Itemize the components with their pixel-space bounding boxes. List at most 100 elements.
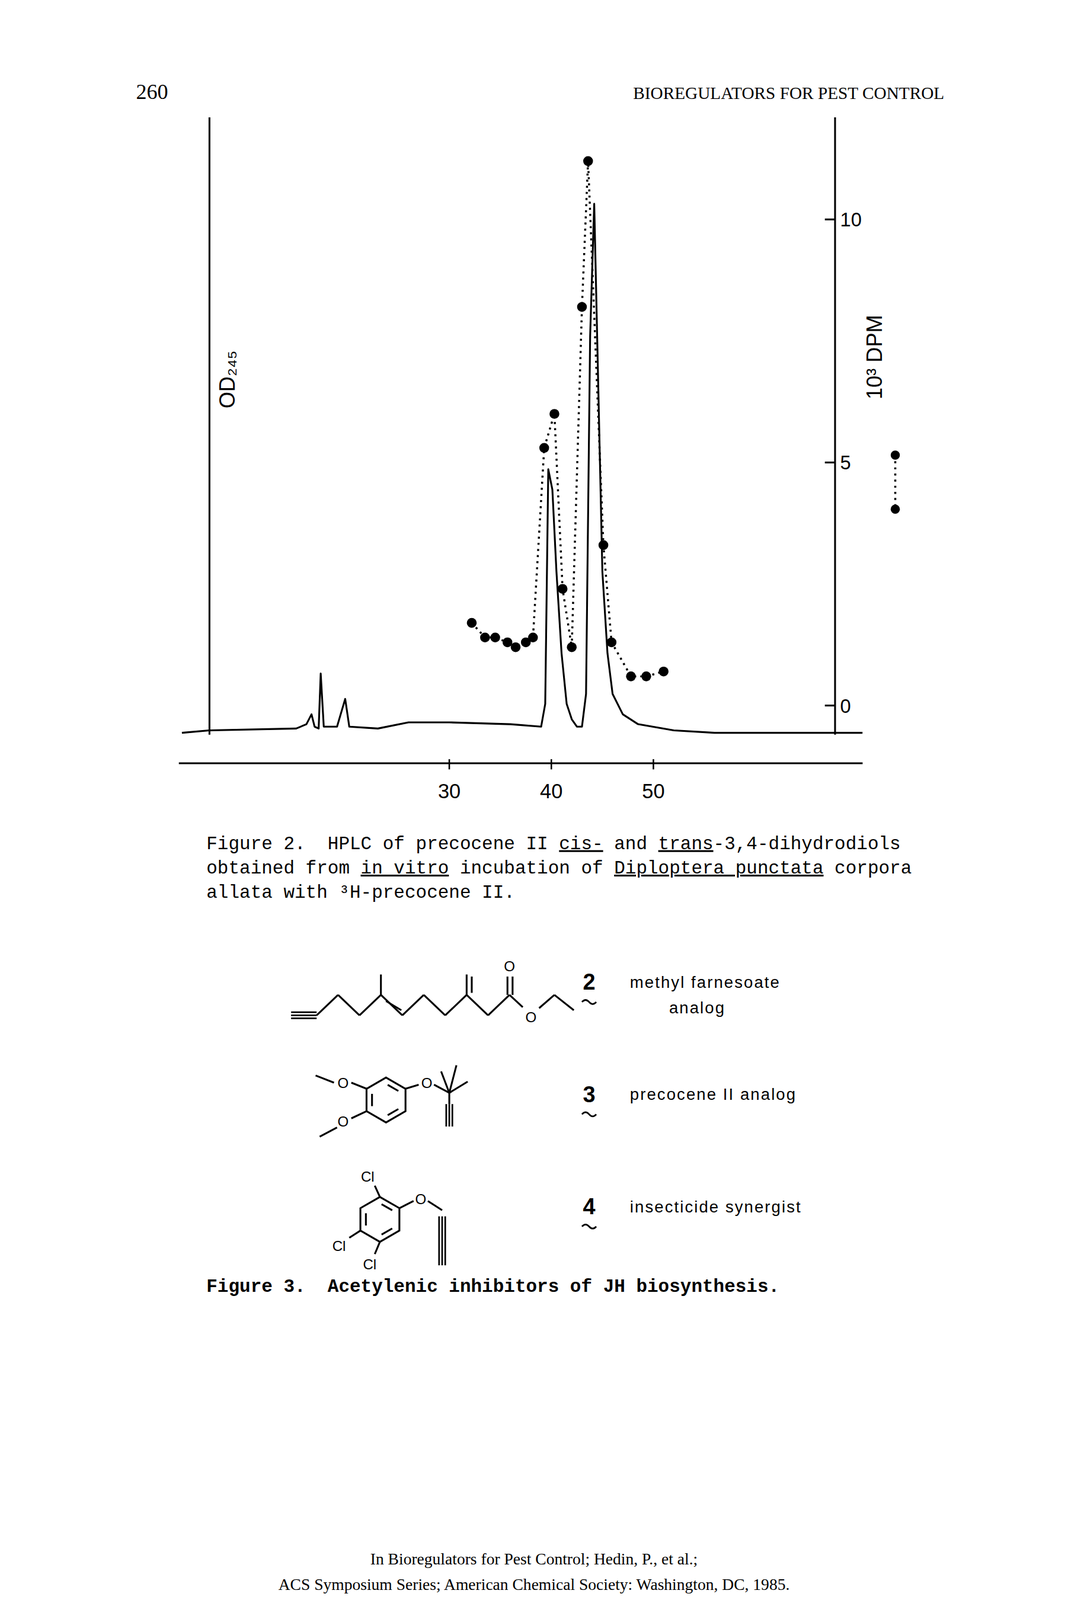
triple-bond — [291, 1014, 317, 1017]
series-key-dot — [890, 450, 900, 460]
atom-label: O — [414, 1191, 427, 1208]
triple-bond — [451, 1104, 454, 1127]
caption-text: Figure 2. HPLC of precocene II — [206, 833, 559, 855]
y2-axis-label: 10³ DPM — [862, 314, 887, 400]
y2-tick — [825, 461, 836, 464]
triple-bond — [291, 1011, 317, 1014]
compound-name: insecticide synergist — [630, 1197, 802, 1217]
series-key-line — [894, 455, 897, 510]
y2-axis — [833, 117, 836, 735]
bond — [337, 995, 360, 1016]
bond — [349, 1230, 361, 1239]
caption-line: obtained from in vitro incubation of Dip… — [206, 858, 912, 879]
triple-bond — [445, 1104, 448, 1127]
caption-text: cis- — [558, 833, 603, 855]
bond — [423, 995, 446, 1016]
data-point — [598, 540, 609, 551]
compound-name: analog — [669, 998, 726, 1018]
page-number: 260 — [135, 80, 168, 104]
bond — [506, 976, 509, 996]
bond — [359, 995, 382, 1016]
caption-text: -3,4-dihydrodiols — [713, 833, 901, 855]
bond — [379, 974, 382, 995]
data-point — [539, 443, 550, 454]
bond — [316, 995, 338, 1016]
structures: OOOOOClClClO2methyl farnesoateanalog3pre… — [291, 958, 802, 1273]
data-point — [480, 632, 491, 643]
footer-line: ACS Symposium Series; American Chemical … — [278, 1575, 791, 1594]
triple-bond — [448, 1104, 451, 1127]
bond — [488, 995, 510, 1016]
data-point — [557, 583, 568, 594]
compound-number: 2 — [582, 969, 596, 995]
data-point — [641, 671, 652, 682]
data-point — [577, 302, 588, 313]
bold-mark — [582, 1000, 597, 1005]
benzene-ring — [366, 1077, 406, 1123]
data-point — [549, 408, 560, 420]
double-bond — [511, 976, 514, 996]
x-tick-label: 50 — [641, 779, 665, 803]
data-point — [528, 632, 539, 643]
y2-tick-label: 5 — [840, 451, 852, 474]
double-bond — [385, 1001, 402, 1010]
bond — [448, 1092, 451, 1105]
data-point — [490, 632, 501, 643]
bond — [427, 1201, 443, 1211]
atom-label: Cl — [332, 1238, 347, 1255]
compound-number: 3 — [582, 1082, 596, 1108]
double-bond — [387, 1109, 399, 1116]
atom-label: Cl — [362, 1256, 377, 1273]
bond — [449, 1081, 468, 1093]
caption-text: trans — [658, 833, 714, 855]
caption-text: obtained from — [206, 858, 361, 879]
data-point — [510, 642, 521, 653]
data-point — [606, 637, 617, 648]
footer-line: In Bioregulators for Pest Control; Hedin… — [370, 1549, 698, 1569]
bond — [351, 1111, 367, 1119]
y2-tick — [825, 218, 836, 221]
bond — [374, 1242, 380, 1255]
atom-label: O — [525, 1009, 537, 1026]
atom-label: Cl — [360, 1168, 375, 1185]
triple-bond — [437, 1216, 440, 1266]
bond — [315, 1075, 335, 1083]
x-tick — [448, 759, 451, 770]
bond — [402, 995, 424, 1016]
triple-bond — [444, 1216, 447, 1266]
caption-line: Figure 2. HPLC of precocene II cis- and … — [206, 833, 901, 855]
caption-line: allata with ³H-precocene II. — [206, 882, 516, 904]
bond — [539, 995, 555, 1009]
data-point — [625, 671, 636, 682]
double-bond — [387, 1085, 399, 1092]
bond — [509, 995, 523, 1008]
bond — [440, 1071, 450, 1093]
series-line — [181, 203, 863, 734]
data-point — [566, 642, 577, 653]
y2-tick-label: 0 — [840, 695, 852, 718]
atom-label: O — [337, 1075, 350, 1092]
caption-text: incubation of — [448, 858, 615, 879]
atom-label: O — [337, 1113, 350, 1130]
double-bond — [381, 1228, 393, 1235]
data-point — [467, 618, 478, 629]
x-tick-label: 30 — [437, 779, 461, 803]
background — [0, 0, 1068, 1600]
series-line — [471, 161, 664, 677]
chart: OD₂₄₅051010³ DPM304050 — [178, 117, 901, 803]
bond — [554, 995, 574, 1011]
y2-tick — [825, 704, 836, 707]
benzene-ring — [360, 1197, 400, 1243]
caption-text: corpora — [823, 858, 913, 879]
y2-tick-label: 10 — [840, 208, 862, 231]
bond — [405, 1084, 419, 1089]
double-bond — [371, 1094, 373, 1107]
caption-text: Diploptera punctata — [614, 858, 824, 879]
y-axis-label: OD₂₄₅ — [215, 350, 240, 409]
y-axis — [208, 117, 211, 735]
plot-area — [181, 156, 863, 734]
series-key-dot — [890, 504, 900, 514]
running-title: BIOREGULATORS FOR PEST CONTROL — [632, 83, 945, 103]
bond — [445, 995, 467, 1016]
double-bond — [381, 1204, 393, 1211]
